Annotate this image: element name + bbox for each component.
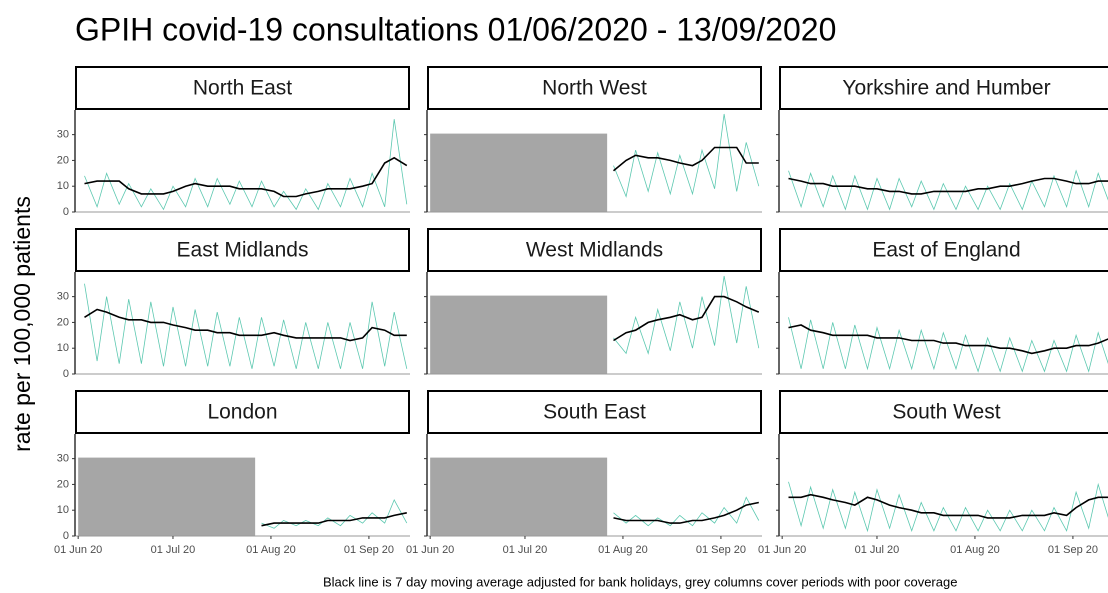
- facet-title: West Midlands: [526, 239, 663, 262]
- facet-strip: [75, 390, 410, 434]
- x-tick-label: 01 Aug 20: [246, 544, 296, 556]
- y-tick-label: 30: [57, 453, 69, 465]
- facet-strip: [75, 66, 410, 110]
- x-tick-label: 01 Jul 20: [855, 544, 900, 556]
- daily-rate-line: [84, 119, 408, 211]
- daily-rate-line: [613, 496, 760, 527]
- y-tick-label: 20: [57, 316, 69, 328]
- daily-rate-line: [613, 113, 760, 198]
- daily-rate-line: [84, 283, 408, 369]
- facet-title: South East: [543, 401, 646, 424]
- x-tick-label: 01 Aug 20: [950, 544, 1000, 556]
- poor-coverage-column: [430, 457, 608, 536]
- x-tick-label: 01 Sep 20: [1048, 544, 1098, 556]
- x-tick-label: 01 Jul 20: [503, 544, 548, 556]
- daily-rate-line: [788, 481, 1108, 533]
- facet-title: North East: [193, 77, 292, 100]
- chart-title: GPIH covid-19 consultations 01/06/2020 -…: [75, 11, 836, 47]
- moving-average-line: [613, 501, 759, 524]
- facet-title: South West: [892, 401, 1000, 424]
- x-tick-label: 01 Sep 20: [344, 544, 394, 556]
- y-tick-label: 10: [57, 342, 69, 354]
- moving-average-line: [612, 146, 759, 172]
- facet-strip: [427, 228, 762, 272]
- facet-strip: [75, 228, 410, 272]
- caption: Black line is 7 day moving average adjus…: [323, 574, 957, 589]
- facet-title: East Midlands: [177, 239, 309, 262]
- y-tick-label: 10: [57, 180, 69, 192]
- poor-coverage-column: [78, 457, 256, 536]
- facet-title: East of England: [872, 239, 1020, 262]
- y-tick-label: 10: [57, 504, 69, 516]
- moving-average-line: [84, 308, 407, 342]
- moving-average-line: [613, 295, 760, 342]
- moving-average-line: [788, 177, 1108, 195]
- facet-strip: [427, 390, 762, 434]
- x-tick-label: 01 Jun 20: [406, 544, 454, 556]
- daily-rate-line: [261, 498, 408, 529]
- poor-coverage-column: [430, 133, 608, 212]
- y-tick-label: 30: [57, 129, 69, 141]
- y-tick-label: 0: [63, 530, 69, 542]
- moving-average-line: [788, 493, 1108, 519]
- moving-average-line: [788, 324, 1108, 355]
- x-tick-label: 01 Jun 20: [758, 544, 806, 556]
- y-axis-label: rate per 100,000 patients: [9, 196, 35, 452]
- facet-strip: [779, 66, 1108, 110]
- facet-title: Yorkshire and Humber: [842, 77, 1050, 100]
- y-tick-label: 0: [63, 368, 69, 380]
- facet-strip: [779, 390, 1108, 434]
- facet-strip: [427, 66, 762, 110]
- moving-average-line: [84, 156, 408, 198]
- x-tick-label: 01 Jun 20: [54, 544, 102, 556]
- x-tick-label: 01 Sep 20: [696, 544, 746, 556]
- y-tick-label: 30: [57, 291, 69, 303]
- moving-average-line: [261, 512, 407, 527]
- y-tick-label: 20: [57, 154, 69, 166]
- poor-coverage-column: [430, 295, 608, 374]
- daily-rate-line: [788, 317, 1108, 373]
- x-tick-label: 01 Aug 20: [598, 544, 648, 556]
- daily-rate-line: [788, 169, 1108, 211]
- y-tick-label: 20: [57, 478, 69, 490]
- facet-title: North West: [542, 77, 647, 100]
- y-tick-label: 0: [63, 206, 69, 218]
- facet-title: London: [207, 401, 277, 424]
- facet-strip: [779, 228, 1108, 272]
- x-tick-label: 01 Jul 20: [151, 544, 196, 556]
- daily-rate-line: [613, 275, 760, 355]
